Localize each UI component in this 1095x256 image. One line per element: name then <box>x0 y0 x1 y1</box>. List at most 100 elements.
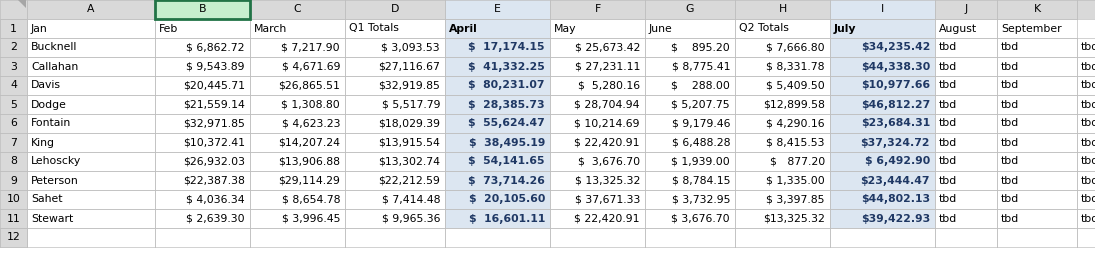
Bar <box>645 76 735 95</box>
Text: 2: 2 <box>10 42 16 52</box>
Bar <box>550 114 645 133</box>
Text: $ 8,415.53: $ 8,415.53 <box>766 137 825 147</box>
Text: $  5,280.16: $ 5,280.16 <box>578 80 639 91</box>
Bar <box>735 190 830 209</box>
Text: $44,802.13: $44,802.13 <box>861 195 930 205</box>
Bar <box>1077 133 1095 152</box>
Text: $   877.20: $ 877.20 <box>770 156 825 166</box>
Text: $ 3,996.45: $ 3,996.45 <box>281 214 341 223</box>
Bar <box>445 209 550 228</box>
Bar <box>0 171 27 190</box>
Bar <box>735 228 830 247</box>
Bar <box>735 209 830 228</box>
Bar <box>27 228 155 247</box>
Bar <box>645 209 735 228</box>
Text: Davis: Davis <box>31 80 61 91</box>
Text: $  73,714.26: $ 73,714.26 <box>469 176 545 186</box>
Text: $32,919.85: $32,919.85 <box>378 80 440 91</box>
Text: tbd: tbd <box>940 156 957 166</box>
Bar <box>830 0 935 19</box>
Bar <box>27 0 155 19</box>
Bar <box>155 19 250 38</box>
Bar <box>0 19 27 38</box>
Bar <box>345 76 445 95</box>
Text: F: F <box>595 5 601 15</box>
Text: 6: 6 <box>10 119 16 129</box>
Text: $ 5,409.50: $ 5,409.50 <box>766 80 825 91</box>
Text: Dodge: Dodge <box>31 100 67 110</box>
Bar <box>155 171 250 190</box>
Bar <box>250 209 345 228</box>
Text: $ 7,666.80: $ 7,666.80 <box>766 42 825 52</box>
Bar <box>445 19 550 38</box>
Bar <box>1077 190 1095 209</box>
Bar <box>445 114 550 133</box>
Bar <box>27 133 155 152</box>
Text: $ 8,654.78: $ 8,654.78 <box>281 195 341 205</box>
Text: $21,559.14: $21,559.14 <box>183 100 245 110</box>
Text: G: G <box>685 5 694 15</box>
Text: Feb: Feb <box>159 24 178 34</box>
Text: $  41,332.25: $ 41,332.25 <box>469 61 545 71</box>
Bar <box>998 95 1077 114</box>
Bar <box>935 38 998 57</box>
Bar <box>550 133 645 152</box>
Bar <box>345 38 445 57</box>
Text: $ 28,704.94: $ 28,704.94 <box>575 100 639 110</box>
Text: $ 3,093.53: $ 3,093.53 <box>381 42 440 52</box>
Bar <box>645 228 735 247</box>
Bar <box>250 38 345 57</box>
Text: tbd: tbd <box>1081 100 1095 110</box>
Bar <box>345 209 445 228</box>
Text: $  16,601.11: $ 16,601.11 <box>469 214 545 223</box>
Text: $  38,495.19: $ 38,495.19 <box>469 137 545 147</box>
Text: Bucknell: Bucknell <box>31 42 78 52</box>
Bar <box>155 228 250 247</box>
Text: $ 1,939.00: $ 1,939.00 <box>671 156 730 166</box>
Text: tbd: tbd <box>940 100 957 110</box>
Bar <box>0 95 27 114</box>
Text: $ 9,543.89: $ 9,543.89 <box>186 61 245 71</box>
Text: tbd: tbd <box>1001 214 1019 223</box>
Text: June: June <box>649 24 672 34</box>
Bar <box>345 57 445 76</box>
Text: Lehoscky: Lehoscky <box>31 156 81 166</box>
Bar <box>735 0 830 19</box>
Text: tbd: tbd <box>940 42 957 52</box>
Text: $ 8,775.41: $ 8,775.41 <box>671 61 730 71</box>
Bar <box>155 76 250 95</box>
Bar <box>1077 76 1095 95</box>
Text: $13,906.88: $13,906.88 <box>278 156 341 166</box>
Bar <box>445 76 550 95</box>
Bar <box>998 0 1077 19</box>
Text: $ 4,671.69: $ 4,671.69 <box>281 61 341 71</box>
Text: 4: 4 <box>10 80 16 91</box>
Bar <box>645 0 735 19</box>
Text: tbd: tbd <box>1001 42 1019 52</box>
Bar <box>830 76 935 95</box>
Bar <box>645 95 735 114</box>
Bar <box>0 19 27 38</box>
Text: $12,899.58: $12,899.58 <box>763 100 825 110</box>
Text: tbd: tbd <box>1001 156 1019 166</box>
Text: Q2 Totals: Q2 Totals <box>739 24 788 34</box>
Bar <box>645 19 735 38</box>
Text: $  80,231.07: $ 80,231.07 <box>469 80 545 91</box>
Bar <box>345 19 445 38</box>
Bar <box>0 38 27 57</box>
Bar <box>935 209 998 228</box>
Text: $ 5,517.79: $ 5,517.79 <box>381 100 440 110</box>
Bar <box>0 0 27 19</box>
Text: $ 4,036.34: $ 4,036.34 <box>186 195 245 205</box>
Text: $ 1,308.80: $ 1,308.80 <box>281 100 341 110</box>
Text: March: March <box>254 24 287 34</box>
Bar <box>155 209 250 228</box>
Bar <box>998 19 1077 38</box>
Bar <box>830 38 935 57</box>
Bar <box>345 152 445 171</box>
Bar <box>735 38 830 57</box>
Bar <box>1077 57 1095 76</box>
Text: C: C <box>293 5 301 15</box>
Text: $  28,385.73: $ 28,385.73 <box>469 100 545 110</box>
Bar <box>830 19 935 38</box>
